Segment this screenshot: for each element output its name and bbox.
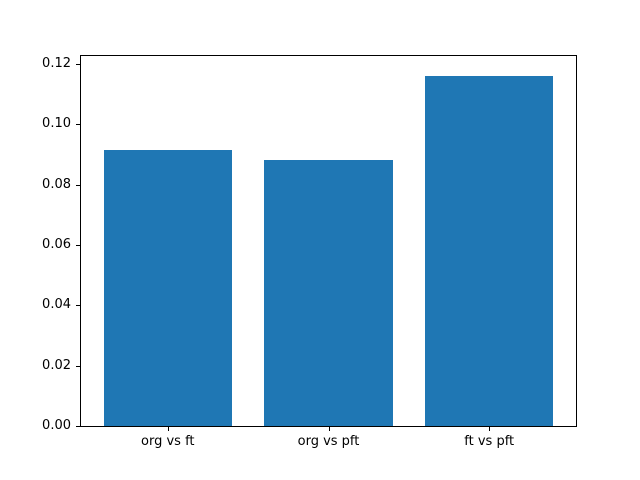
y-tick-mark bbox=[76, 244, 80, 246]
y-tick-mark bbox=[76, 124, 80, 126]
y-tick-label: 0.10 bbox=[42, 116, 71, 132]
bar-org-vs-ft bbox=[103, 149, 233, 426]
y-tick-mark bbox=[76, 184, 80, 186]
x-tick-mark bbox=[167, 427, 169, 431]
y-tick-mark bbox=[76, 426, 80, 427]
bar-org-vs-pft bbox=[264, 160, 393, 426]
y-tick-label: 0.06 bbox=[42, 236, 71, 252]
y-tick-mark bbox=[76, 63, 80, 65]
y-tick-label: 0.00 bbox=[42, 418, 71, 433]
y-tick-mark bbox=[76, 305, 80, 307]
plot-area bbox=[80, 55, 577, 427]
y-tick-label: 0.02 bbox=[42, 357, 71, 373]
y-tick-label: 0.08 bbox=[42, 176, 71, 192]
x-tick-label: ft vs pft bbox=[464, 434, 515, 449]
y-tick-mark bbox=[76, 365, 80, 367]
y-tick-label: 0.04 bbox=[42, 297, 71, 313]
x-tick-mark bbox=[328, 427, 330, 431]
x-tick-label: org vs pft bbox=[297, 434, 360, 449]
x-tick-mark bbox=[489, 427, 491, 431]
x-tick-label: org vs ft bbox=[141, 434, 195, 449]
y-tick-label: 0.12 bbox=[42, 55, 71, 71]
bar-ft-vs-pft bbox=[424, 75, 554, 426]
